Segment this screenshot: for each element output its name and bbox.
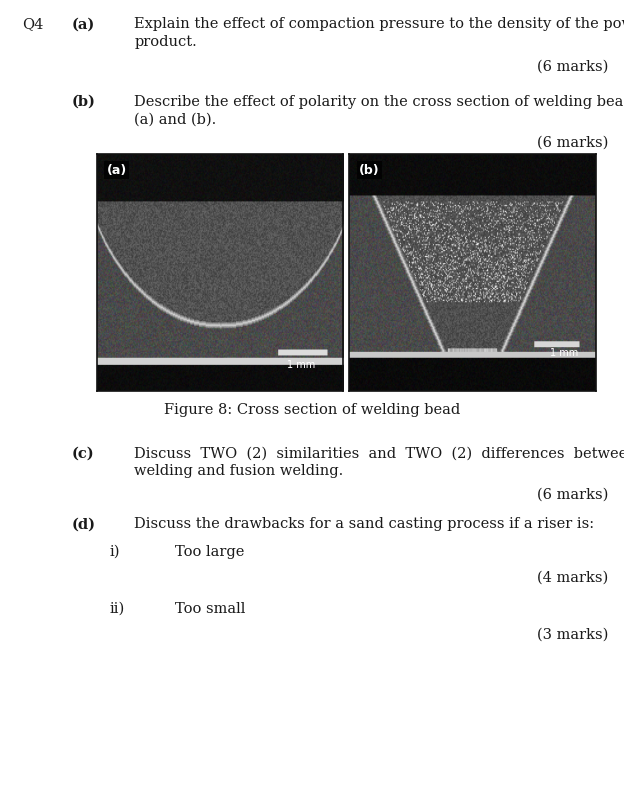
- Text: 1 mm: 1 mm: [550, 348, 578, 358]
- Text: Q4: Q4: [22, 17, 43, 32]
- Text: Figure 8: Cross section of welding bead: Figure 8: Cross section of welding bead: [164, 403, 460, 417]
- Text: 1 mm: 1 mm: [287, 359, 315, 370]
- Text: welding and fusion welding.: welding and fusion welding.: [134, 464, 343, 478]
- Text: Too small: Too small: [175, 602, 245, 616]
- Text: Describe the effect of polarity on the cross section of welding beads in Figure : Describe the effect of polarity on the c…: [134, 95, 624, 109]
- Text: (d): (d): [72, 517, 95, 532]
- Text: product.: product.: [134, 35, 197, 49]
- Text: Discuss the drawbacks for a sand casting process if a riser is:: Discuss the drawbacks for a sand casting…: [134, 517, 594, 532]
- Text: (a): (a): [72, 17, 95, 32]
- Text: (6 marks): (6 marks): [537, 136, 608, 150]
- Text: (b): (b): [359, 164, 380, 176]
- Text: (6 marks): (6 marks): [537, 487, 608, 502]
- Text: (a) and (b).: (a) and (b).: [134, 112, 217, 126]
- Text: (4 marks): (4 marks): [537, 570, 608, 585]
- Text: Explain the effect of compaction pressure to the density of the powder metallurg: Explain the effect of compaction pressur…: [134, 17, 624, 32]
- Text: Too large: Too large: [175, 545, 244, 559]
- Text: Discuss  TWO  (2)  similarities  and  TWO  (2)  differences  between  solid-stat: Discuss TWO (2) similarities and TWO (2)…: [134, 446, 624, 461]
- Text: ii): ii): [109, 602, 124, 616]
- Text: (3 marks): (3 marks): [537, 627, 608, 641]
- Text: i): i): [109, 545, 120, 559]
- Text: (b): (b): [72, 95, 95, 109]
- Text: (6 marks): (6 marks): [537, 59, 608, 73]
- Text: (a): (a): [107, 164, 127, 176]
- Text: (c): (c): [72, 446, 94, 461]
